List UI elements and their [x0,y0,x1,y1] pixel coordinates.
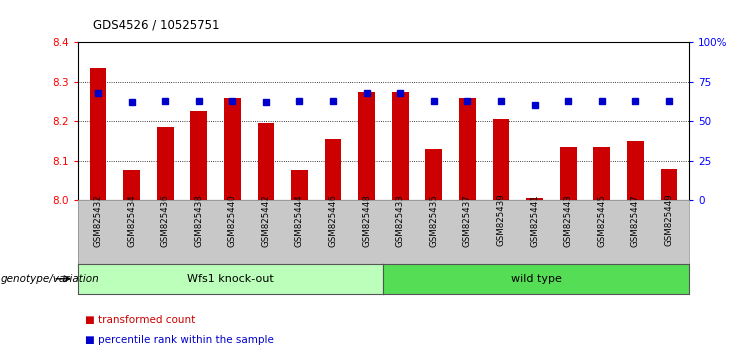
Bar [123,171,140,200]
Bar [660,169,677,200]
Bar [190,112,207,200]
Text: ■ percentile rank within the sample: ■ percentile rank within the sample [85,335,274,345]
Bar [359,92,375,200]
Bar [90,68,107,200]
Text: genotype/variation: genotype/variation [1,274,99,284]
Text: wild type: wild type [511,274,562,284]
Bar [493,119,509,200]
Bar [594,147,610,200]
Bar [157,127,173,200]
Bar [627,141,644,200]
Text: ■ transformed count: ■ transformed count [85,315,196,325]
Bar [425,149,442,200]
Bar [526,198,543,200]
Text: Wfs1 knock-out: Wfs1 knock-out [187,274,274,284]
Bar [258,123,274,200]
Bar [559,147,576,200]
Bar [291,171,308,200]
Bar [224,98,241,200]
Bar [459,98,476,200]
Bar [392,92,408,200]
Text: GDS4526 / 10525751: GDS4526 / 10525751 [93,19,219,32]
Bar [325,139,342,200]
